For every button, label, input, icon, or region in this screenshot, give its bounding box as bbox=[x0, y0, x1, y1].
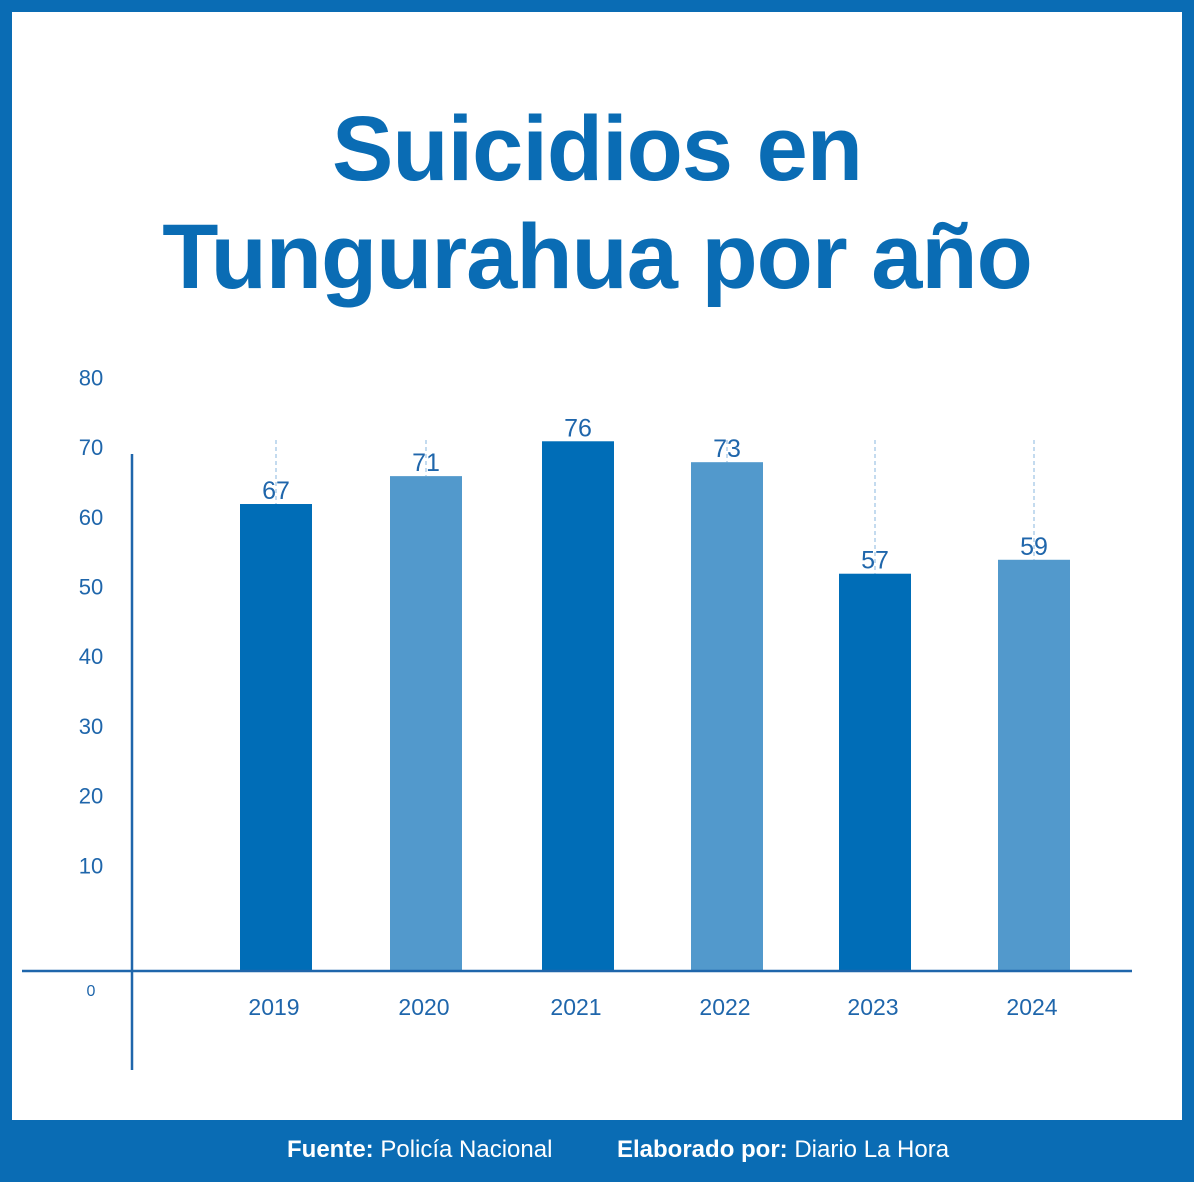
bar-2022 bbox=[691, 462, 763, 971]
x-tick-label: 2021 bbox=[550, 994, 601, 1020]
author-value: Diario La Hora bbox=[794, 1136, 950, 1163]
y-tick-label: 80 bbox=[79, 365, 103, 390]
y-tick-label: 40 bbox=[79, 644, 103, 669]
footer-bar: Fuente: Policía Nacional Elaborado por: … bbox=[0, 1120, 1194, 1182]
source-label: Fuente: bbox=[287, 1136, 374, 1163]
y-tick-label: 60 bbox=[79, 505, 103, 530]
bar-2024 bbox=[998, 559, 1070, 971]
bar-2020 bbox=[390, 476, 462, 971]
data-label: 67 bbox=[262, 477, 290, 505]
author-credit: Elaborado por: Diario La Hora bbox=[617, 1136, 949, 1164]
data-label: 57 bbox=[861, 547, 889, 575]
data-label: 73 bbox=[713, 435, 741, 463]
y-tick-label: 0 bbox=[87, 983, 96, 1000]
chart-title-line-2: Tungurahua por año bbox=[162, 206, 1033, 308]
y-tick-label: 10 bbox=[79, 853, 103, 878]
data-label: 71 bbox=[412, 449, 440, 477]
source-credit: Fuente: Policía Nacional bbox=[287, 1136, 552, 1164]
x-tick-label: 2020 bbox=[398, 994, 449, 1020]
y-tick-label: 20 bbox=[79, 784, 103, 809]
chart-title: Suicidios en Tungurahua por año bbox=[0, 95, 1194, 311]
y-tick-label: 30 bbox=[79, 714, 103, 739]
author-label: Elaborado por: bbox=[617, 1136, 788, 1163]
chart-title-line-1: Suicidios en bbox=[332, 98, 863, 200]
x-tick-label: 2022 bbox=[699, 994, 750, 1020]
data-label: 59 bbox=[1020, 533, 1048, 561]
x-tick-label: 2019 bbox=[248, 994, 299, 1020]
bar-2019 bbox=[240, 504, 312, 971]
bar-2023 bbox=[839, 573, 911, 971]
bar-2021 bbox=[542, 441, 614, 971]
data-label: 76 bbox=[564, 414, 592, 442]
x-tick-label: 2023 bbox=[847, 994, 898, 1020]
source-value: Policía Nacional bbox=[380, 1136, 553, 1163]
y-tick-label: 50 bbox=[79, 575, 103, 600]
x-tick-label: 2024 bbox=[1006, 994, 1057, 1020]
y-tick-label: 70 bbox=[79, 435, 103, 460]
